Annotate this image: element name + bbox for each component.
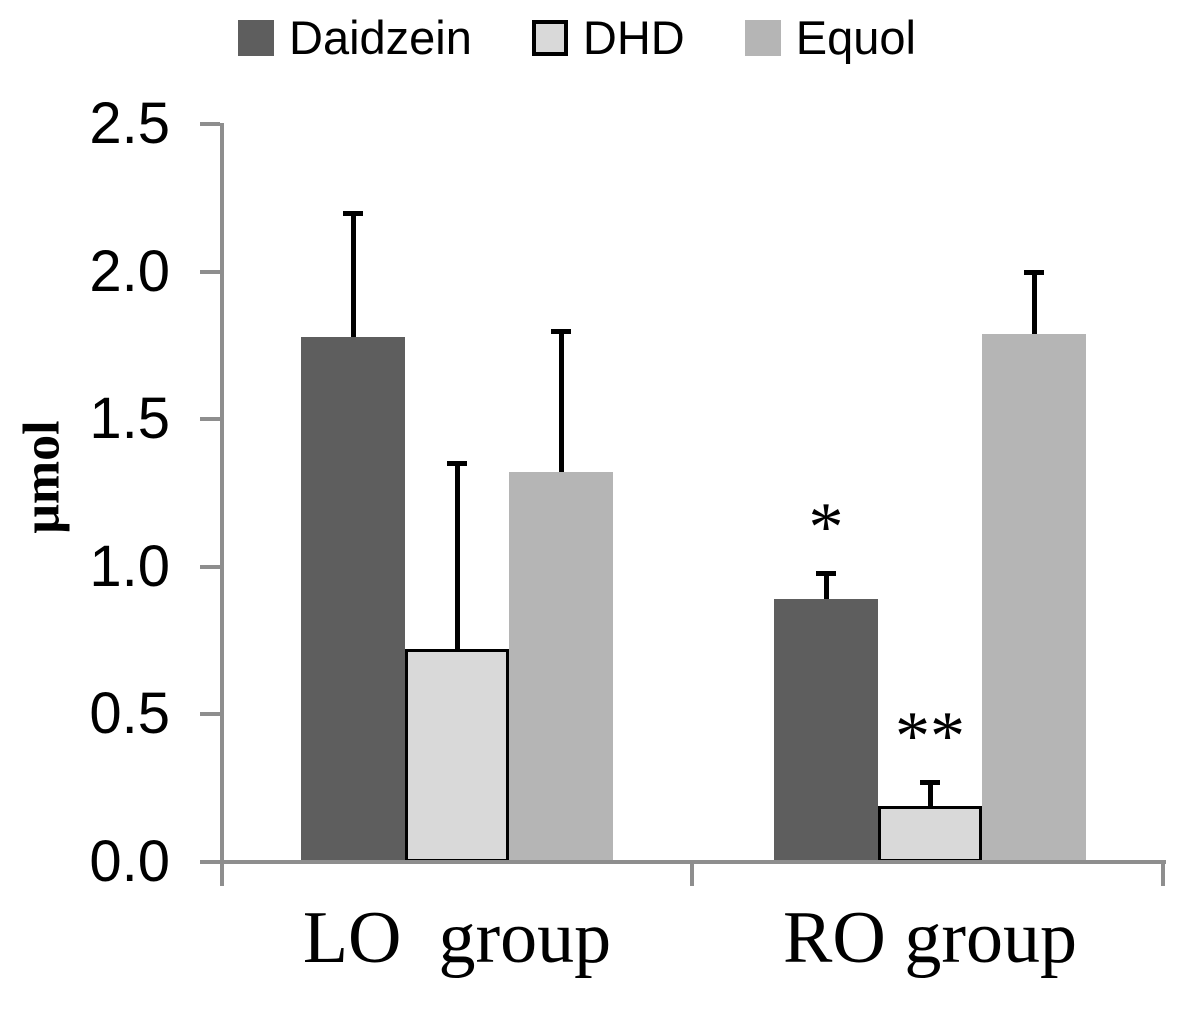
x-axis-category-ro-group: RO group	[783, 897, 1077, 979]
y-tick-mark	[200, 712, 220, 717]
bar-equol-lo-group	[509, 472, 613, 862]
y-tick-mark	[200, 269, 220, 274]
y-axis-line	[220, 123, 224, 886]
y-tick-label: 1.0	[89, 533, 170, 599]
legend-item-dhd: DHD	[531, 11, 685, 64]
error-bar-equol-ro-group	[1031, 271, 1037, 334]
x-tick-mark	[1161, 862, 1165, 886]
y-tick-mark	[200, 564, 220, 569]
legend-label-dhd: DHD	[582, 11, 685, 64]
legend-item-daidzein: Daidzein	[238, 12, 472, 64]
error-bar-dhd-ro-group	[927, 782, 933, 806]
significance-marker: *	[808, 488, 844, 566]
bar-dhd-lo-group	[405, 649, 509, 862]
x-axis-category-lo-group: LO group	[302, 897, 612, 979]
error-bar-cap	[343, 210, 363, 216]
error-bar-cap	[816, 570, 836, 576]
y-tick-label: 2.5	[89, 91, 170, 156]
error-bar-daidzein-ro-group	[823, 572, 829, 600]
y-tick-label: 0.0	[89, 829, 170, 894]
error-bar-cap	[1024, 269, 1044, 275]
error-bar-cap	[551, 328, 571, 334]
error-bar-cap	[447, 461, 467, 467]
y-tick-label: 2.0	[89, 238, 170, 304]
bar-dhd-ro-group	[878, 805, 982, 862]
y-tick-mark	[200, 417, 220, 422]
error-bar-cap	[920, 780, 940, 786]
bar-daidzein-ro-group	[774, 599, 878, 862]
bar-equol-ro-group	[982, 333, 1086, 862]
error-bar-dhd-lo-group	[454, 463, 460, 650]
y-tick-label: 1.5	[89, 386, 170, 452]
legend: Daidzein DHD Equol	[238, 12, 916, 64]
significance-marker: **	[895, 698, 965, 776]
x-tick-mark	[690, 862, 694, 886]
error-bar-daidzein-lo-group	[350, 212, 356, 337]
legend-item-equol: Equol	[744, 11, 916, 64]
bar-daidzein-lo-group	[301, 336, 405, 862]
y-tick-mark	[200, 122, 220, 126]
dhd-swatch-icon	[531, 20, 568, 56]
daidzein-swatch-icon	[238, 20, 274, 56]
y-tick-mark	[200, 860, 220, 864]
error-bar-equol-lo-group	[558, 330, 564, 473]
legend-label-daidzein: Daidzein	[289, 11, 472, 64]
y-tick-label: 0.5	[89, 681, 170, 747]
legend-label-equol: Equol	[795, 11, 916, 64]
equol-swatch-icon	[744, 20, 781, 56]
